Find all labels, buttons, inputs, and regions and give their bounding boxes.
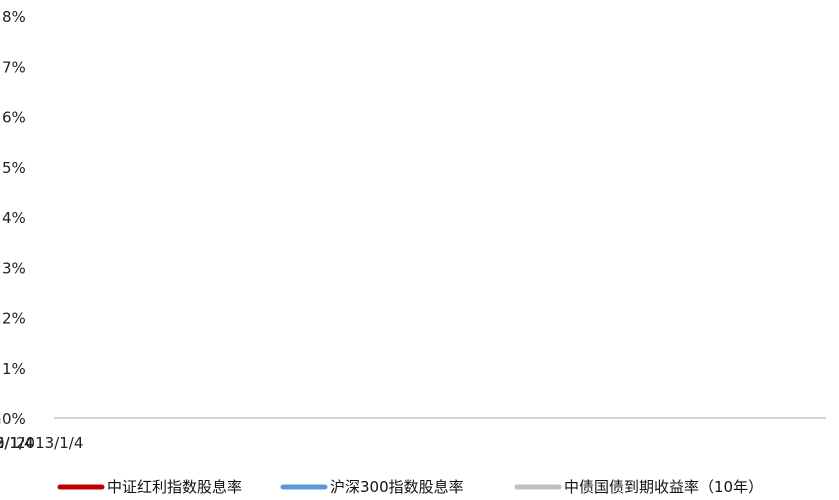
y-tick-label: 0% bbox=[2, 410, 26, 428]
y-tick-label: 2% bbox=[2, 310, 26, 328]
x-axis-ticks: 2013/1/42016/1/42019/1/42022/1/4 bbox=[0, 418, 83, 452]
x-tick-label: 2016/1/4 bbox=[0, 434, 34, 452]
x-tick-label: 2013/1/4 bbox=[16, 434, 83, 452]
y-tick-label: 8% bbox=[2, 8, 26, 26]
legend-label-2: 中债国债到期收益率（10年） bbox=[564, 478, 763, 496]
y-tick-label: 3% bbox=[2, 259, 26, 277]
legend-label-1: 沪深300指数股息率 bbox=[330, 478, 464, 496]
y-tick-label: 6% bbox=[2, 109, 26, 127]
x-tick-label: 2022/1/4 bbox=[0, 434, 34, 452]
y-axis-tick-labels: 0% 1% 2% 3% 4% 5% 6% 7% 8% bbox=[2, 8, 26, 428]
legend: 中证红利指数股息率 沪深300指数股息率 中债国债到期收益率（10年） bbox=[57, 478, 763, 496]
y-tick-label: 7% bbox=[2, 58, 26, 76]
x-tick-label: 2019/1/4 bbox=[0, 434, 34, 452]
y-tick-label: 1% bbox=[2, 360, 26, 378]
legend-label-0: 中证红利指数股息率 bbox=[107, 478, 242, 496]
y-tick-label: 4% bbox=[2, 209, 26, 227]
y-tick-label: 5% bbox=[2, 159, 26, 177]
